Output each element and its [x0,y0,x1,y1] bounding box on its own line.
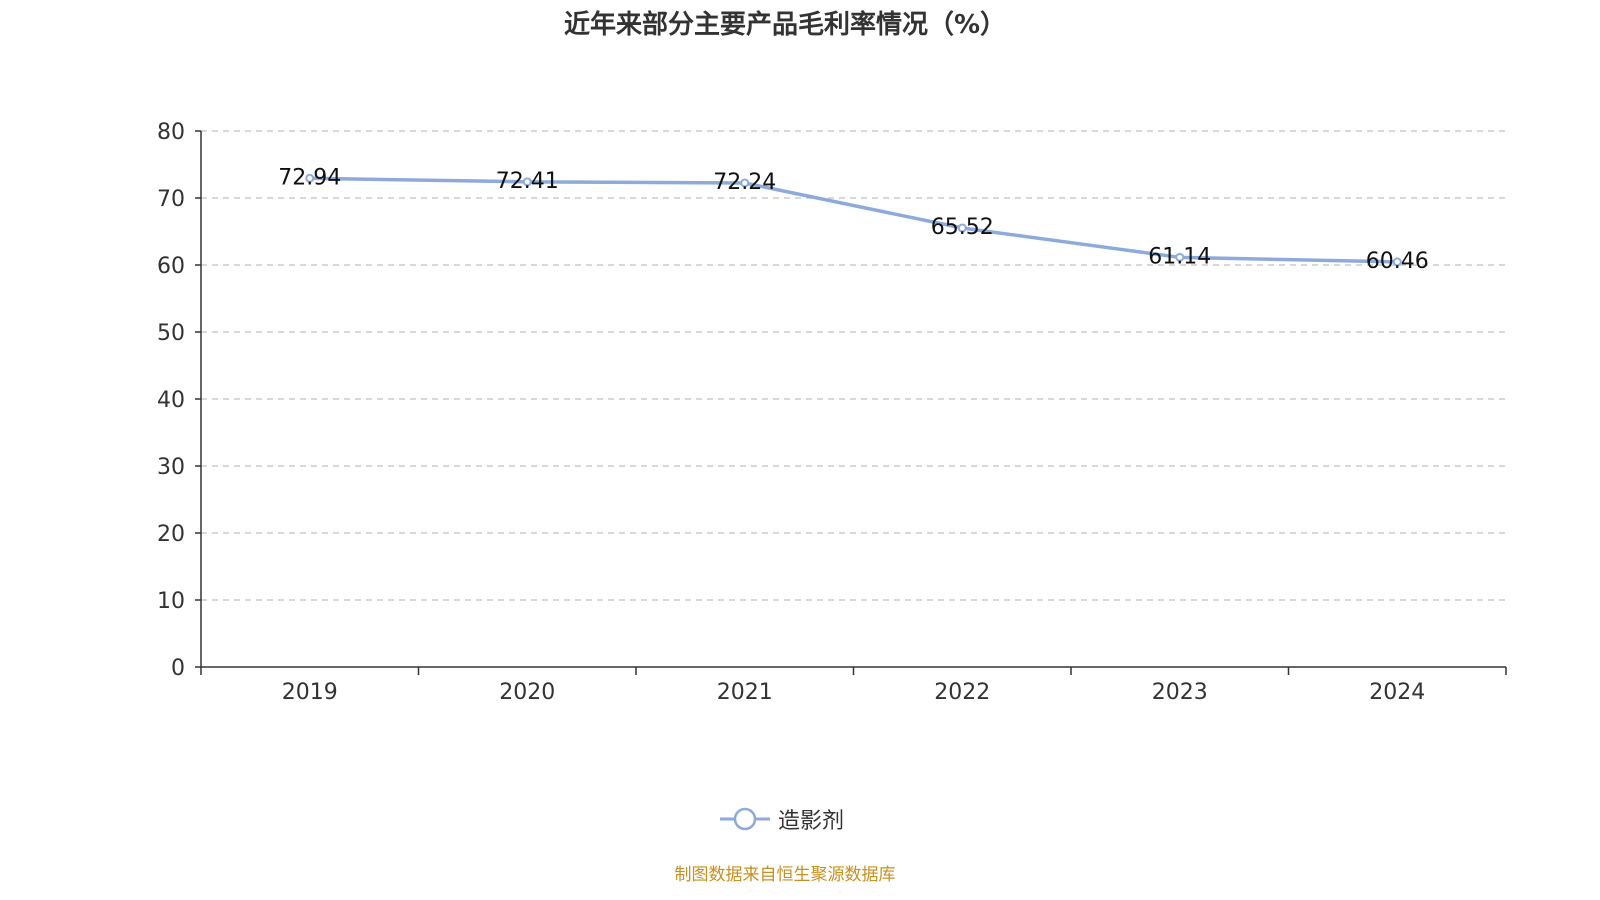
x-tick-label: 2024 [1369,680,1425,705]
legend-label: 造影剂 [778,809,845,834]
x-tick-label: 2022 [934,680,990,705]
y-tick-label: 60 [157,254,185,279]
data-point [740,178,750,188]
x-tick-label: 2020 [499,680,555,705]
x-tick-label: 2019 [282,680,338,705]
y-tick-label: 40 [157,388,185,413]
x-tick-label: 2021 [717,680,773,705]
data-point [957,223,967,233]
data-label: 72.94 [278,165,341,190]
legend-line-circle-icon [720,807,770,831]
data-label: 72.41 [496,169,559,194]
source-note: 制图数据来自恒生聚源数据库 [674,865,896,885]
y-tick-label: 20 [157,522,185,547]
series-line [309,176,1398,264]
y-tick-label: 70 [157,187,185,212]
data-point [1175,252,1185,262]
data-label: 61.14 [1148,244,1211,269]
data-label: 65.52 [931,215,994,240]
y-tick-label: 30 [157,455,185,480]
y-tick-label: 50 [157,321,185,346]
y-tick-label: 0 [171,656,185,681]
data-label: 60.46 [1366,249,1429,274]
data-point [522,177,532,187]
data-point [305,173,315,183]
y-tick-label: 10 [157,589,185,614]
data-label: 72.24 [713,170,776,195]
legend[interactable]: 造影剂 [720,803,844,835]
y-tick-label: 80 [157,120,185,145]
data-point [1392,257,1402,267]
chart-title: 近年来部分主要产品毛利率情况（%） [563,10,1007,40]
x-tick-label: 2023 [1152,680,1208,705]
